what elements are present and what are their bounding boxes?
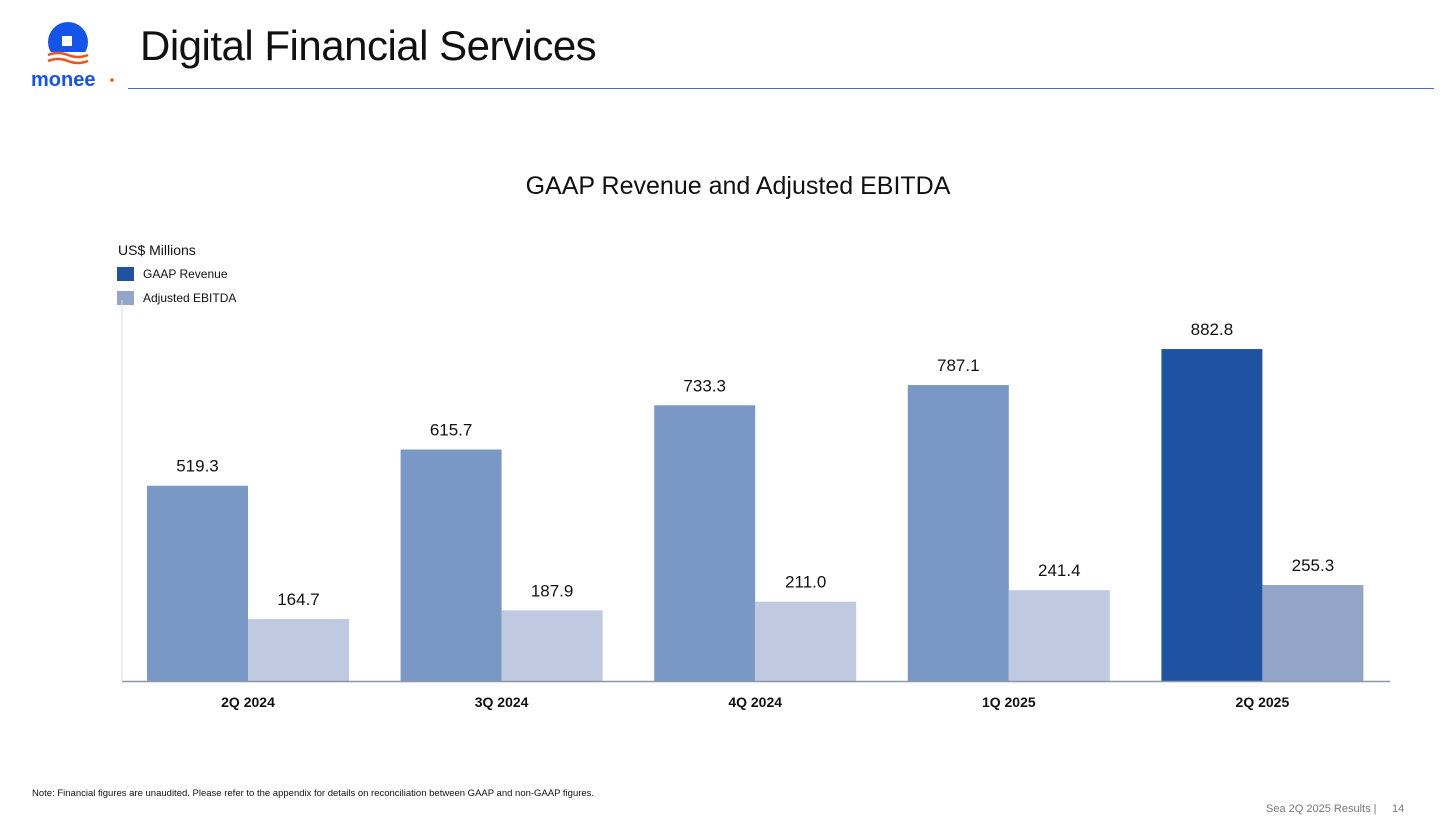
data-label: 187.9 <box>531 581 574 600</box>
bar-gaap-revenue <box>654 405 756 681</box>
legend-item-adjusted-ebitda: Adjusted EBITDA <box>117 291 236 305</box>
x-tick-label: 3Q 2024 <box>475 694 529 710</box>
legend-label: GAAP Revenue <box>143 267 228 281</box>
data-label: 882.8 <box>1191 320 1234 339</box>
data-label: 519.3 <box>176 457 219 476</box>
bar-gaap-revenue <box>147 485 248 681</box>
chart-title: GAAP Revenue and Adjusted EBITDA <box>525 172 951 200</box>
bar-adjusted-ebitda <box>248 619 349 681</box>
x-tick-label: 1Q 2025 <box>982 694 1036 710</box>
x-tick-label: 4Q 2024 <box>728 694 782 710</box>
page-number: 14 <box>1392 803 1405 815</box>
data-label: 255.3 <box>1292 556 1335 575</box>
data-label: 787.1 <box>937 356 980 375</box>
bar-gaap-revenue <box>400 449 502 681</box>
page-title: Digital Financial Services <box>140 22 597 69</box>
legend-label: Adjusted EBITDA <box>143 291 237 305</box>
legend-swatch <box>117 291 134 305</box>
svg-text:monee: monee <box>31 69 95 91</box>
x-tick-label: 2Q 2025 <box>1236 694 1290 710</box>
bar-adjusted-ebitda <box>755 601 857 681</box>
footnote: Note: Financial figures are unaudited. P… <box>32 788 595 799</box>
bar-adjusted-ebitda <box>501 610 603 681</box>
data-label: 211.0 <box>785 573 826 592</box>
deck-title: Sea 2Q 2025 Results | <box>1266 803 1377 815</box>
data-label: 164.7 <box>277 590 320 609</box>
data-label: 615.7 <box>430 420 473 439</box>
bar-adjusted-ebitda <box>1262 585 1364 681</box>
title-divider <box>128 88 1434 89</box>
legend-swatch <box>117 267 134 281</box>
bar-gaap-revenue <box>1161 349 1263 681</box>
data-label: 733.3 <box>683 376 726 395</box>
legend-item-gaap-revenue: GAAP Revenue <box>117 267 228 281</box>
x-tick-label: 2Q 2024 <box>221 694 275 710</box>
monee-logo: monee <box>31 22 114 91</box>
bar-gaap-revenue <box>907 385 1009 681</box>
y-axis-unit-label: US$ Millions <box>118 242 196 258</box>
data-label: 241.4 <box>1038 561 1081 580</box>
bar-adjusted-ebitda <box>1008 590 1110 681</box>
